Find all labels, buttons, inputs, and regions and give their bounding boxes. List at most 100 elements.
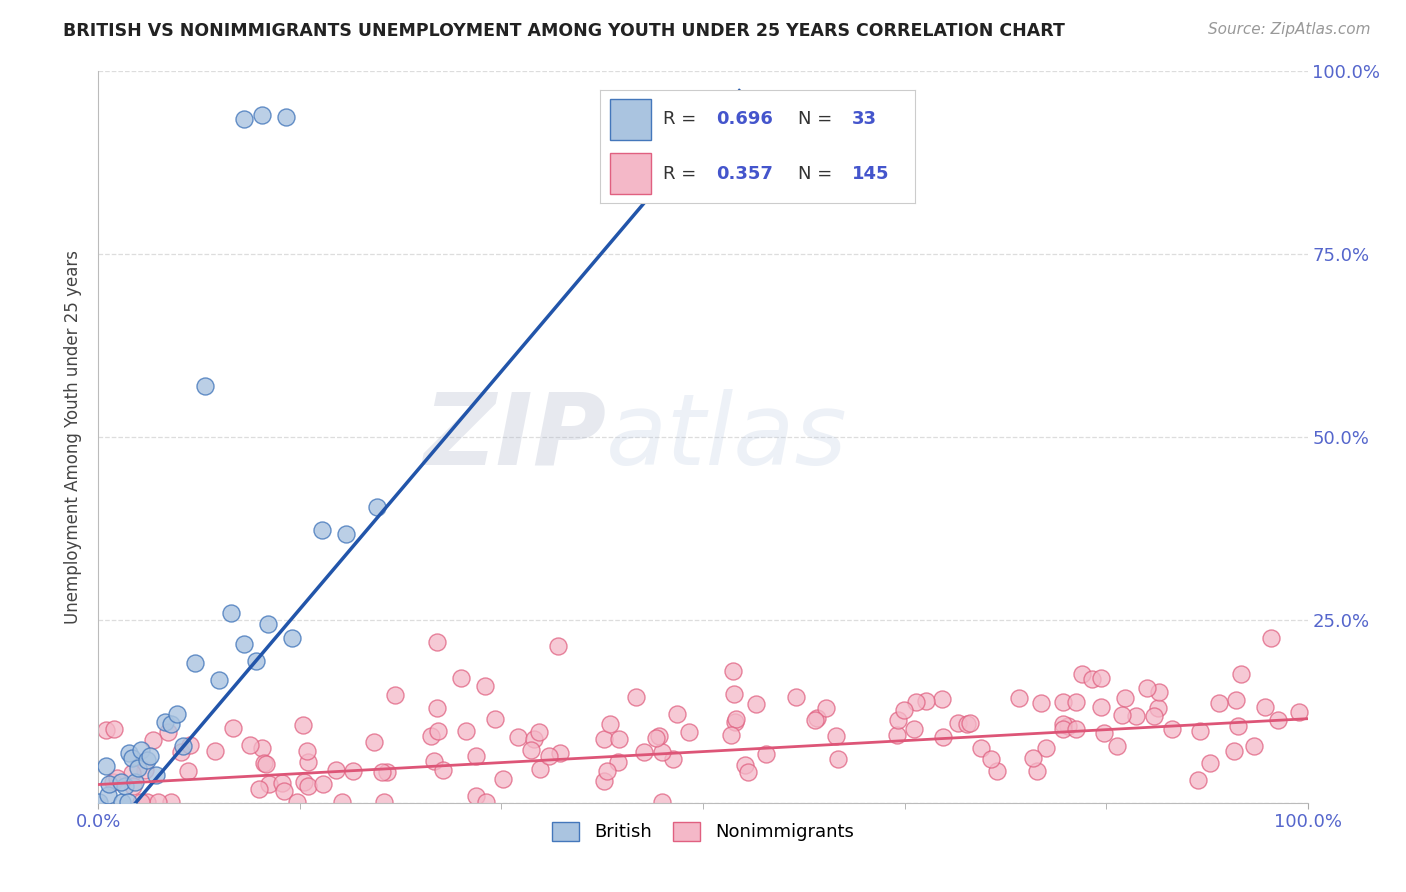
Point bbox=[1243, 739, 1265, 753]
Point bbox=[330, 795, 353, 809]
Point bbox=[523, 731, 546, 746]
Point bbox=[1147, 685, 1170, 699]
Point bbox=[160, 717, 183, 731]
Point bbox=[1052, 722, 1074, 736]
Point bbox=[607, 755, 630, 769]
Point bbox=[122, 779, 145, 793]
Point bbox=[297, 779, 319, 793]
Point bbox=[475, 795, 498, 809]
Point bbox=[1189, 724, 1212, 739]
Point bbox=[148, 795, 170, 809]
Point bbox=[250, 741, 273, 756]
Point bbox=[1147, 701, 1170, 715]
Point bbox=[232, 112, 254, 126]
Point bbox=[129, 795, 152, 809]
Point bbox=[160, 795, 183, 809]
Point bbox=[886, 713, 908, 727]
Point bbox=[153, 714, 176, 729]
Point bbox=[270, 776, 292, 790]
Point bbox=[1029, 696, 1052, 710]
Point bbox=[375, 765, 398, 780]
Point bbox=[755, 747, 778, 762]
Point bbox=[96, 759, 118, 773]
Point bbox=[145, 768, 167, 782]
Point bbox=[724, 714, 747, 729]
Point bbox=[253, 756, 276, 771]
Point bbox=[1052, 717, 1074, 731]
Point bbox=[292, 775, 315, 789]
Point bbox=[281, 631, 304, 645]
Point bbox=[720, 728, 742, 742]
Point bbox=[1208, 697, 1230, 711]
Point bbox=[886, 728, 908, 742]
Point bbox=[678, 725, 700, 739]
Point bbox=[1008, 690, 1031, 705]
Point bbox=[135, 753, 157, 767]
Point bbox=[1267, 713, 1289, 727]
Point bbox=[274, 110, 297, 124]
Point bbox=[118, 746, 141, 760]
Point bbox=[474, 679, 496, 693]
Point bbox=[273, 784, 295, 798]
Point bbox=[124, 775, 146, 789]
Point bbox=[931, 692, 953, 706]
Point bbox=[239, 738, 262, 752]
Point bbox=[520, 743, 543, 757]
Point bbox=[647, 729, 669, 743]
Point bbox=[295, 744, 318, 758]
Point bbox=[450, 672, 472, 686]
Point bbox=[1288, 705, 1310, 719]
Point bbox=[969, 741, 991, 756]
Text: atlas: atlas bbox=[606, 389, 848, 485]
Point bbox=[1161, 722, 1184, 736]
Point bbox=[592, 774, 614, 789]
Point bbox=[97, 777, 120, 791]
Point bbox=[464, 789, 486, 803]
Point bbox=[806, 711, 828, 725]
Point bbox=[1260, 632, 1282, 646]
Point bbox=[101, 775, 124, 789]
Point bbox=[484, 712, 506, 726]
Point bbox=[384, 688, 406, 702]
Point bbox=[803, 713, 825, 727]
Y-axis label: Unemployment Among Youth under 25 years: Unemployment Among Youth under 25 years bbox=[65, 250, 83, 624]
Point bbox=[454, 724, 477, 739]
Point bbox=[1114, 690, 1136, 705]
Point bbox=[179, 738, 201, 752]
Point bbox=[142, 732, 165, 747]
Point bbox=[208, 673, 231, 687]
Point bbox=[157, 725, 180, 739]
Point bbox=[97, 789, 120, 803]
Point bbox=[527, 724, 550, 739]
Point bbox=[492, 772, 515, 786]
Point bbox=[959, 716, 981, 731]
Point bbox=[986, 764, 1008, 779]
Point bbox=[1092, 726, 1115, 740]
Point bbox=[121, 766, 143, 780]
Point bbox=[905, 695, 928, 709]
Point bbox=[596, 764, 619, 778]
Point bbox=[291, 718, 314, 732]
Point bbox=[931, 730, 953, 744]
Point bbox=[134, 764, 156, 778]
Point bbox=[221, 606, 243, 620]
Point bbox=[204, 744, 226, 758]
Point bbox=[548, 747, 571, 761]
Point bbox=[1230, 666, 1253, 681]
Point bbox=[686, 130, 709, 145]
Point bbox=[665, 707, 688, 722]
Point bbox=[661, 752, 683, 766]
Point bbox=[297, 756, 319, 770]
Point bbox=[139, 748, 162, 763]
Point bbox=[645, 731, 668, 746]
Point bbox=[177, 764, 200, 778]
Point bbox=[114, 780, 136, 794]
Point bbox=[903, 723, 925, 737]
Text: ZIP: ZIP bbox=[423, 389, 606, 485]
Point bbox=[1125, 708, 1147, 723]
Point bbox=[105, 771, 128, 785]
Point bbox=[529, 762, 551, 776]
Point bbox=[815, 701, 838, 715]
Point bbox=[734, 757, 756, 772]
Point bbox=[599, 717, 621, 731]
